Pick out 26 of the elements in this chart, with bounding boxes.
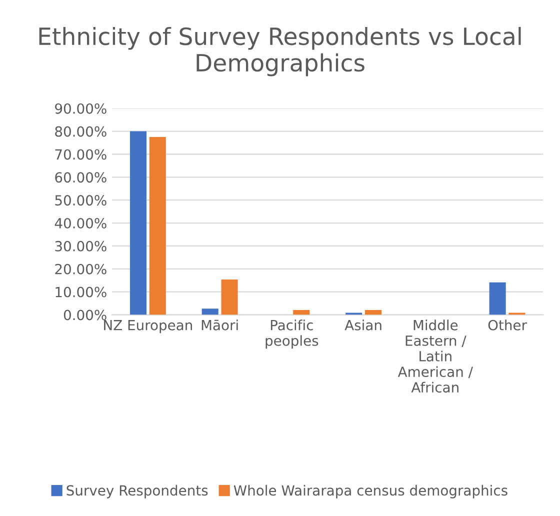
- y-tick-label: 0.00%: [64, 310, 106, 320]
- x-tick-label: Pacific peoples: [266, 320, 318, 349]
- legend-label: Whole Wairarapa census demographics: [234, 484, 508, 498]
- bar: [489, 282, 506, 315]
- y-tick-label: 10.00%: [56, 286, 106, 298]
- y-tick-label: 30.00%: [55, 240, 106, 252]
- y-tick-label: 90.00%: [55, 103, 106, 114]
- chart-title: Ethnicity of Survey Respondents vs Local Demographics: [39, 26, 521, 76]
- y-tick-label: 40.00%: [54, 218, 106, 228]
- x-tick-label: Other: [488, 320, 527, 330]
- bar: [202, 308, 218, 315]
- x-tick-label: Māori: [202, 320, 238, 330]
- x-tick-label: Asian: [344, 320, 382, 330]
- legend-label: Survey Respondents: [66, 484, 208, 498]
- bar: [364, 310, 382, 315]
- x-tick-label: Middle Eastern / Latin American / African: [398, 320, 473, 393]
- bar: [130, 131, 146, 315]
- y-tick-label: 70.00%: [55, 149, 106, 160]
- y-tick-label: 20.00%: [55, 264, 106, 274]
- x-tick-label: NZ European: [104, 320, 192, 334]
- y-tick-label: 80.00%: [55, 126, 106, 137]
- bar: [221, 279, 238, 315]
- y-tick-label: 60.00%: [55, 172, 106, 183]
- y-tick-label: 50.00%: [55, 195, 106, 206]
- bar: [149, 137, 166, 315]
- bar: [293, 310, 310, 315]
